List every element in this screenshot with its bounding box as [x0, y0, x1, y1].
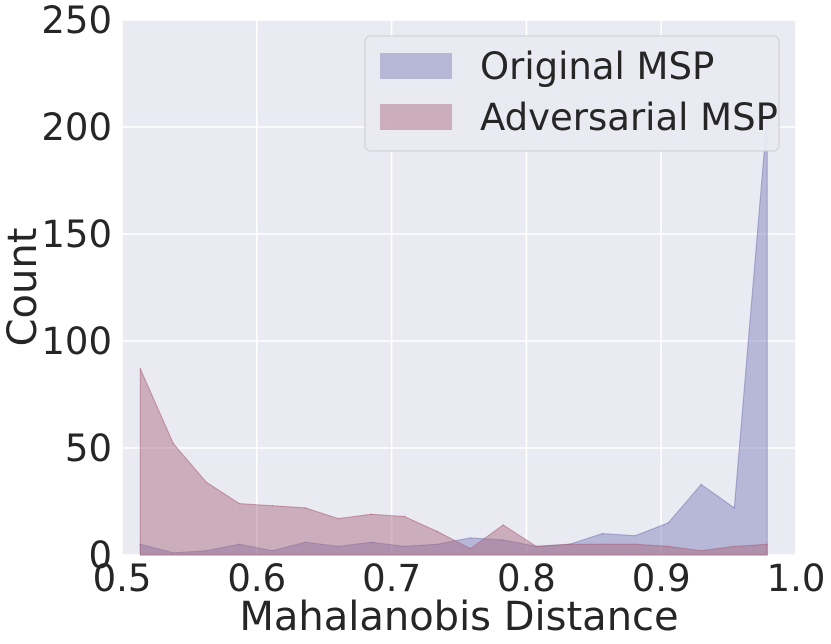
data-point [634, 534, 636, 537]
data-point [139, 368, 142, 370]
data-point [436, 530, 439, 533]
data-point [601, 532, 604, 535]
data-point [502, 539, 505, 541]
data-point [535, 545, 538, 548]
area-series [139, 115, 768, 556]
y-tick-label: 200 [41, 106, 112, 149]
data-point [304, 507, 307, 509]
x-tick-label: 0.7 [362, 557, 421, 600]
data-point [403, 515, 406, 518]
data-point [568, 543, 571, 546]
data-point [403, 545, 406, 548]
y-tick-labels: 0 50 100 150 200 250 [41, 0, 112, 577]
legend: Original MSP Adversarial MSP [364, 35, 780, 152]
data-point [667, 522, 670, 524]
data-point [304, 541, 307, 543]
data-point [205, 549, 208, 552]
data-point [469, 547, 472, 550]
data-point [469, 537, 472, 539]
legend-label-original: Original MSP [480, 45, 714, 88]
legend-box [364, 35, 780, 152]
data-point [700, 549, 703, 552]
y-tick-label: 0 [88, 534, 112, 577]
data-point [766, 543, 768, 546]
legend-swatch-adversarial [380, 104, 452, 130]
y-tick-label: 100 [41, 320, 112, 363]
x-tick-label: 1.0 [767, 557, 826, 600]
x-tick-label: 0.8 [497, 557, 556, 600]
y-tick-label: 150 [41, 213, 112, 256]
y-tick-label: 50 [65, 427, 112, 470]
data-point [238, 502, 241, 505]
data-point [337, 517, 340, 520]
data-point [370, 541, 373, 543]
legend-label-adversarial: Adversarial MSP [480, 96, 778, 139]
data-point [205, 481, 208, 484]
data-point [271, 549, 274, 552]
data-point [700, 483, 703, 486]
data-point [370, 513, 373, 516]
y-tick-label: 250 [41, 0, 112, 42]
data-point [271, 504, 274, 507]
legend-swatch-original [380, 53, 452, 79]
x-tick-label: 0.5 [93, 557, 152, 600]
data-point [601, 543, 604, 546]
x-tick-label: 0.9 [632, 557, 691, 600]
x-axis-label: Mahalanobis Distance [239, 594, 678, 640]
data-point [634, 543, 636, 546]
data-point [667, 545, 670, 548]
data-point [502, 524, 505, 526]
data-point [337, 545, 340, 548]
x-tick-label: 0.6 [227, 557, 286, 600]
data-point [733, 545, 736, 548]
data-point [172, 552, 175, 554]
y-axis-label: Count [0, 228, 46, 347]
data-point [733, 507, 736, 509]
data-point [436, 543, 439, 546]
data-point [172, 442, 175, 445]
data-point [238, 543, 241, 546]
x-tick-labels: 0.5 0.6 0.7 0.8 0.9 1.0 [93, 557, 826, 600]
